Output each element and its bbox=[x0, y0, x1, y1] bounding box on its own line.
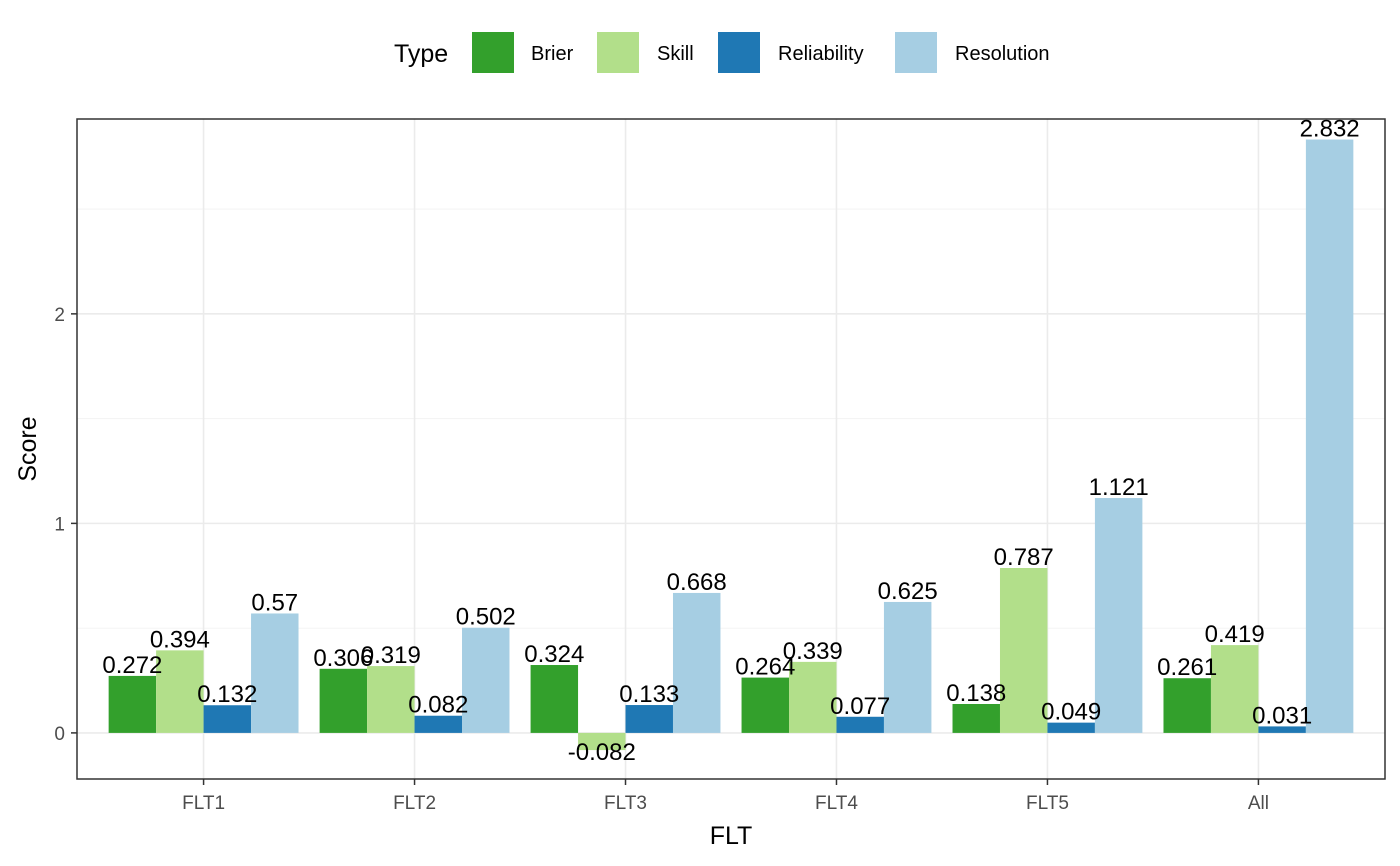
y-axis: 0 1 2 bbox=[54, 305, 77, 745]
x-tick-label: FLT2 bbox=[393, 793, 436, 814]
bar-brier-flt4 bbox=[741, 677, 790, 733]
data-label: 0.261 bbox=[1157, 654, 1217, 681]
bar-resolution-flt1 bbox=[251, 613, 299, 733]
bar-skill-flt2 bbox=[367, 666, 415, 733]
data-label: 0.319 bbox=[361, 642, 421, 669]
data-label: 0.138 bbox=[946, 680, 1006, 707]
data-label: 0.668 bbox=[667, 569, 727, 596]
legend-key-brier bbox=[472, 32, 514, 73]
bar-skill-flt5 bbox=[999, 568, 1048, 733]
x-tick-label: FLT4 bbox=[815, 793, 858, 814]
data-label: 0.082 bbox=[408, 692, 468, 719]
legend-key-resolution bbox=[895, 32, 937, 73]
x-axis-title: FLT bbox=[710, 822, 753, 850]
legend-label-brier: Brier bbox=[531, 43, 574, 65]
data-label: 1.121 bbox=[1089, 474, 1149, 501]
y-tick-label: 0 bbox=[54, 724, 65, 745]
data-label: 0.049 bbox=[1041, 699, 1101, 726]
legend-key-reliability bbox=[718, 32, 760, 73]
data-label: 0.625 bbox=[878, 578, 938, 605]
data-label: 0.264 bbox=[735, 654, 795, 681]
y-tick-label: 2 bbox=[54, 305, 65, 326]
bars bbox=[108, 139, 1354, 751]
y-tick-label: 1 bbox=[54, 514, 65, 535]
x-tick-label: FLT3 bbox=[604, 793, 647, 814]
bar-skill-flt3 bbox=[578, 732, 626, 751]
bar-brier-flt2 bbox=[319, 668, 368, 733]
bar-reliability-flt2 bbox=[414, 715, 463, 733]
bar-reliability-flt3 bbox=[625, 705, 673, 733]
data-label: 0.031 bbox=[1252, 702, 1312, 729]
legend-label-skill: Skill bbox=[657, 43, 694, 65]
bar-resolution-flt4 bbox=[883, 601, 932, 733]
bar-skill-all bbox=[1210, 645, 1259, 733]
y-axis-title: Score bbox=[14, 416, 42, 481]
bar-brier-flt5 bbox=[952, 703, 1000, 733]
bar-resolution-flt5 bbox=[1094, 498, 1143, 733]
legend-key-skill bbox=[597, 32, 639, 73]
bar-brier-all bbox=[1163, 678, 1211, 733]
data-label: 0.57 bbox=[251, 589, 298, 616]
legend-title: Type bbox=[394, 40, 448, 68]
bar-reliability-flt5 bbox=[1047, 722, 1095, 733]
x-axis: FLT1 FLT2 FLT3 FLT4 FLT5 All bbox=[182, 779, 1269, 814]
bar-resolution-flt3 bbox=[672, 592, 721, 733]
x-tick-label: All bbox=[1248, 793, 1269, 814]
data-label: -0.082 bbox=[568, 739, 636, 766]
data-label: 0.419 bbox=[1205, 621, 1265, 648]
bar-resolution-flt2 bbox=[462, 627, 510, 733]
bar-skill-flt1 bbox=[156, 650, 204, 733]
bar-reliability-flt1 bbox=[203, 705, 252, 733]
plot-border bbox=[76, 118, 1386, 780]
x-tick-label: FLT1 bbox=[182, 793, 225, 814]
bar-reliability-all bbox=[1258, 726, 1306, 733]
legend-label-reliability: Reliability bbox=[778, 43, 864, 65]
data-label: 0.306 bbox=[313, 645, 373, 672]
data-label: 0.787 bbox=[994, 544, 1054, 571]
data-label: 0.394 bbox=[150, 626, 210, 653]
legend: Type Brier Skill Reliability Resolution bbox=[394, 32, 1050, 73]
bar-brier-flt3 bbox=[530, 665, 579, 733]
legend-label-resolution: Resolution bbox=[955, 43, 1050, 65]
x-tick-label: FLT5 bbox=[1026, 793, 1069, 814]
data-label: 0.324 bbox=[524, 641, 584, 668]
bar-resolution-all bbox=[1305, 139, 1354, 733]
data-label: 2.832 bbox=[1300, 116, 1360, 143]
data-label: 0.272 bbox=[102, 652, 162, 679]
bar-brier-flt1 bbox=[108, 675, 157, 733]
data-label: 0.133 bbox=[619, 681, 679, 708]
data-label: 0.339 bbox=[783, 638, 843, 665]
data-label: 0.502 bbox=[456, 604, 516, 631]
data-label: 0.077 bbox=[830, 693, 890, 720]
data-label: 0.132 bbox=[197, 681, 257, 708]
bar-skill-flt4 bbox=[789, 661, 837, 733]
bar-reliability-flt4 bbox=[836, 716, 884, 733]
